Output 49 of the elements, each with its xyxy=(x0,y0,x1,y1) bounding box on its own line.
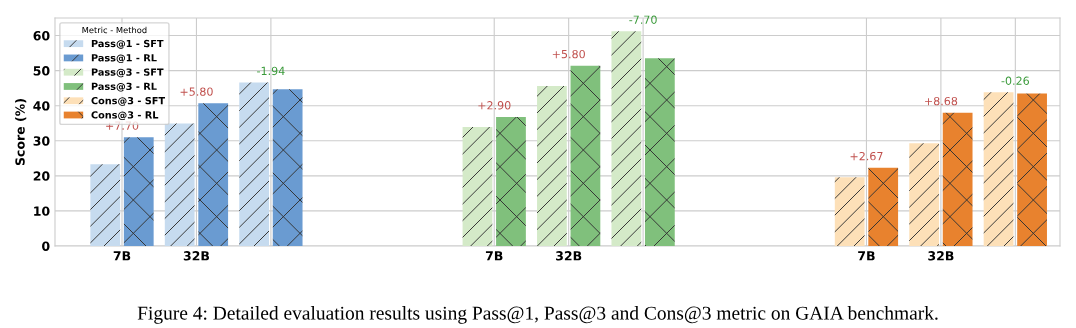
y-tick-label: 20 xyxy=(33,171,50,181)
x-tick-label: 7B xyxy=(113,251,131,261)
x-tick-label: 32B xyxy=(183,251,210,261)
legend-label: Pass@3 - SFT xyxy=(91,68,164,78)
legend-label: Cons@3 - RL xyxy=(91,111,159,121)
y-tick-label: 60 xyxy=(33,31,50,41)
annotation: +8.68 xyxy=(925,96,958,106)
annotation: +2.90 xyxy=(478,101,511,110)
bar xyxy=(239,82,270,246)
annotation: +5.80 xyxy=(552,49,585,59)
y-tick-label: 10 xyxy=(34,206,50,216)
bar xyxy=(90,164,121,246)
y-tick-label: 50 xyxy=(33,66,50,76)
bar xyxy=(611,31,642,246)
bar xyxy=(983,92,1014,246)
caption: Figure 4: Detailed evaluation results using Pass@1, Pass@3 and Cons@3 metric on GAIA benchmark. xyxy=(137,306,938,324)
y-tick-label: 30 xyxy=(33,136,50,146)
legend-label: Pass@1 - SFT xyxy=(91,39,164,49)
y-tick-label: 0 xyxy=(42,241,50,251)
y-tick-label: 40 xyxy=(33,101,50,111)
bar xyxy=(644,58,675,246)
legend-label: Pass@3 - RL xyxy=(91,82,157,92)
bar xyxy=(537,86,567,246)
x-tick-label: 32B xyxy=(556,251,582,261)
bar xyxy=(1017,93,1047,246)
x-tick-label: 7B xyxy=(485,251,503,261)
y-axis-title: Score (%) xyxy=(15,99,27,166)
x-tick-label: 7B xyxy=(858,251,875,261)
x-tick-label: 32B xyxy=(928,251,954,261)
annotation: -0.26 xyxy=(1001,76,1030,85)
bar xyxy=(868,167,899,246)
legend-title: Metric - Method xyxy=(82,26,147,34)
bar xyxy=(909,143,940,246)
bar xyxy=(272,89,303,246)
annotation: +7.70 xyxy=(106,121,139,130)
bar xyxy=(496,116,526,246)
annotation: +2.67 xyxy=(850,151,883,161)
annotation: -1.94 xyxy=(257,66,285,76)
annotation: +5.80 xyxy=(180,87,213,96)
legend-label: Cons@3 - SFT xyxy=(91,96,166,106)
bar xyxy=(198,103,229,246)
bar xyxy=(942,112,973,246)
annotation: -7.70 xyxy=(629,15,657,24)
bar xyxy=(123,137,154,246)
bar xyxy=(462,127,493,246)
legend-label: Pass@1 - RL xyxy=(91,54,157,64)
bar xyxy=(834,177,865,246)
bar xyxy=(570,65,601,246)
bar xyxy=(164,123,195,246)
